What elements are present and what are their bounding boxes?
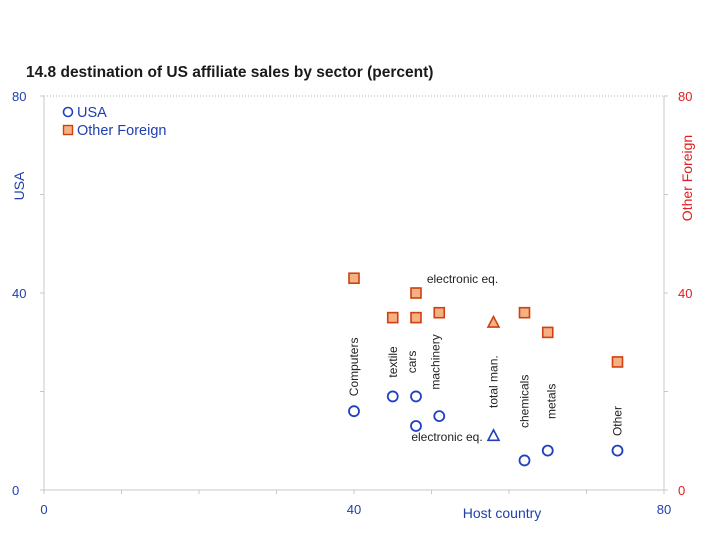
y-tick-label-right: 0	[678, 483, 685, 498]
annotation-label: metals	[545, 384, 559, 419]
annotation-label: total man.	[487, 355, 501, 408]
other-foreign-point	[611, 356, 624, 368]
data-points	[348, 272, 624, 467]
other-foreign-point	[410, 311, 422, 324]
axes	[40, 95, 668, 494]
y-tick-label-right: 80	[678, 89, 692, 104]
other-foreign-point	[433, 306, 446, 319]
usa-point	[518, 454, 531, 467]
usa-point	[433, 410, 446, 423]
legend: USA Other Foreign	[62, 105, 166, 139]
y-tick-label-left: 0	[12, 483, 19, 498]
other-foreign-point	[486, 314, 501, 328]
annotation-label: electronic eq.	[427, 272, 498, 286]
annotation-label: textile	[386, 346, 400, 378]
chart-title: 14.8 destination of US affiliate sales b…	[26, 64, 434, 81]
legend-other-foreign-label: Other Foreign	[77, 123, 166, 139]
other-foreign-point	[410, 287, 422, 299]
y-tick-label-right: 40	[678, 286, 692, 301]
other-foreign-point	[518, 306, 531, 319]
annotations: Computers electronic eq. electronic eq. tex…	[347, 272, 625, 444]
x-axis-title: Host country	[463, 505, 542, 521]
usa-point	[410, 420, 422, 432]
tick-labels: 0 40 80 0 40 80 0 40 80	[12, 89, 692, 517]
annotation-label: Computers	[347, 338, 361, 397]
annotation-label: cars	[405, 351, 419, 374]
y-tick-label-left: 80	[12, 89, 26, 104]
usa-point	[486, 428, 501, 442]
annotation-label: Other	[611, 406, 625, 436]
legend-usa-marker	[62, 106, 74, 118]
x-tick-label: 0	[40, 502, 47, 517]
usa-point	[386, 390, 399, 403]
legend-other-foreign-marker	[62, 124, 74, 136]
x-tick-label: 40	[347, 502, 361, 517]
other-foreign-point	[541, 326, 554, 339]
annotation-label: electronic eq.	[411, 430, 482, 444]
other-foreign-point	[386, 311, 399, 324]
y-axis-title-left: USA	[11, 171, 27, 200]
usa-point	[541, 444, 554, 457]
axis-titles: USA Other Foreign Host country	[11, 135, 695, 521]
other-foreign-point	[348, 272, 360, 285]
y-axis-title-right: Other Foreign	[679, 135, 695, 221]
annotation-label: machinery	[428, 334, 442, 389]
annotation-label: chemicals	[518, 375, 532, 428]
x-tick-label: 80	[657, 502, 671, 517]
y-tick-label-left: 40	[12, 286, 26, 301]
legend-usa-label: USA	[77, 105, 107, 121]
usa-point	[410, 390, 422, 403]
usa-point	[611, 444, 624, 457]
usa-point	[348, 405, 360, 418]
